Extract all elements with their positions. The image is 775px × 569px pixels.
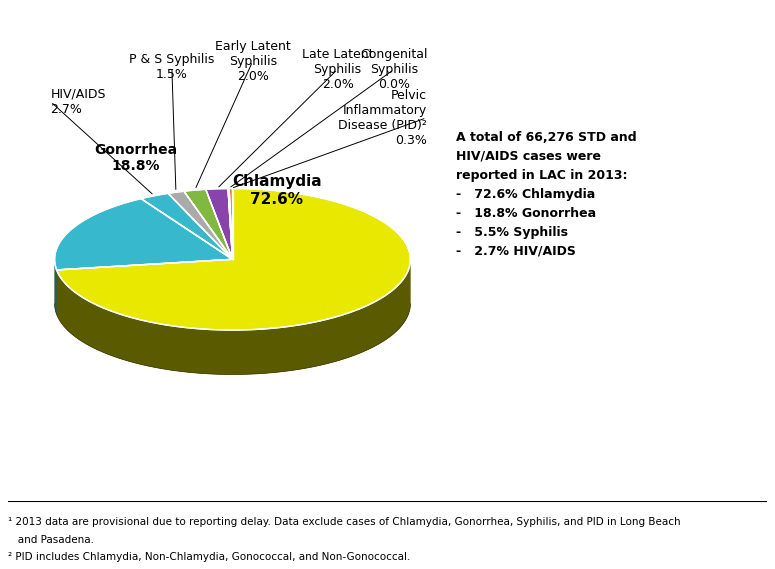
Polygon shape	[184, 189, 232, 259]
Polygon shape	[229, 188, 232, 259]
Polygon shape	[168, 191, 232, 259]
Text: ² PID includes Chlamydia, Non-Chlamydia, Gonococcal, and Non-Gonococcal.: ² PID includes Chlamydia, Non-Chlamydia,…	[8, 552, 410, 562]
Text: Congenital
Syphilis
0.0%: Congenital Syphilis 0.0%	[360, 48, 428, 90]
Polygon shape	[54, 199, 232, 270]
Polygon shape	[57, 188, 411, 330]
Polygon shape	[54, 259, 57, 315]
Polygon shape	[228, 188, 232, 259]
Text: and Pasadena.: and Pasadena.	[8, 535, 94, 545]
Text: A total of 66,276 STD and
HIV/AIDS cases were
reported in LAC in 2013:
-   72.6%: A total of 66,276 STD and HIV/AIDS cases…	[456, 131, 636, 258]
Text: Early Latent
Syphilis
2.0%: Early Latent Syphilis 2.0%	[215, 40, 291, 83]
Text: Late Latent
Syphilis
2.0%: Late Latent Syphilis 2.0%	[302, 48, 374, 90]
Polygon shape	[54, 259, 411, 374]
Text: Pelvic
Inflammatory
Disease (PID)²
0.3%: Pelvic Inflammatory Disease (PID)² 0.3%	[338, 89, 426, 147]
Polygon shape	[141, 193, 232, 259]
Polygon shape	[206, 188, 232, 259]
Text: Chlamydia
72.6%: Chlamydia 72.6%	[232, 174, 322, 207]
Text: ¹ 2013 data are provisional due to reporting delay. Data exclude cases of Chlamy: ¹ 2013 data are provisional due to repor…	[8, 517, 680, 527]
Text: P & S Syphilis
1.5%: P & S Syphilis 1.5%	[129, 53, 215, 81]
Text: HIV/AIDS
2.7%: HIV/AIDS 2.7%	[50, 88, 106, 116]
Text: Gonorrhea
18.8%: Gonorrhea 18.8%	[94, 143, 177, 174]
Polygon shape	[57, 259, 411, 374]
